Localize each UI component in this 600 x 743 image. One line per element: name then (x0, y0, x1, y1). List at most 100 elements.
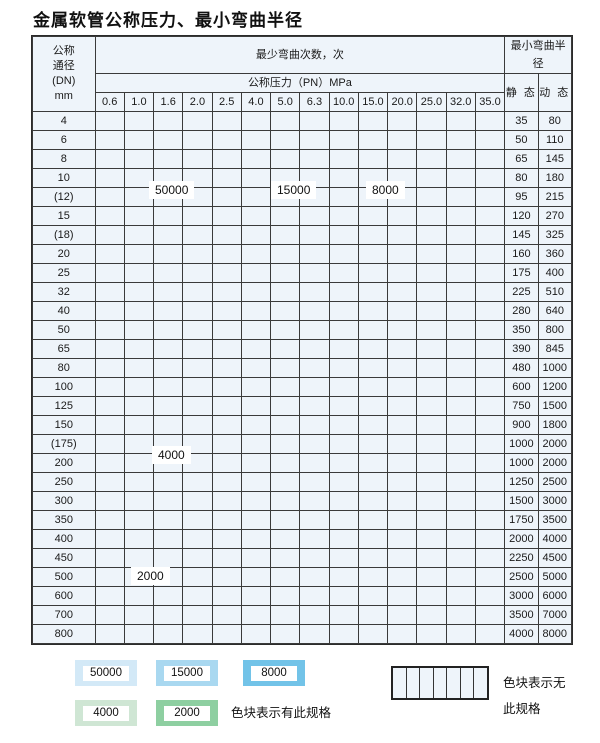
spec-cell-filled (182, 282, 213, 302)
spec-cell-filled (240, 377, 272, 397)
spec-cell-empty (240, 529, 272, 549)
spec-cell-filled (240, 130, 272, 150)
spec-cell-filled (211, 168, 242, 188)
spec-cell-filled (182, 377, 213, 397)
spec-cell-filled (328, 187, 359, 207)
static-radius-value: 280 (504, 301, 539, 321)
table-row: 4 35 80 (32, 111, 573, 131)
spec-cell-filled (299, 320, 330, 340)
spec-cell-filled (94, 301, 125, 321)
table-row: 700 3500 7000 (32, 605, 573, 625)
pressure-col-header: 10.0 (328, 92, 359, 112)
spec-cell-filled (387, 149, 418, 169)
spec-cell-empty (270, 434, 301, 454)
spec-cell-empty (299, 358, 330, 378)
spec-cell-empty (357, 624, 389, 644)
spec-cell-empty (416, 605, 447, 625)
dynamic-radius-value: 3000 (537, 491, 573, 511)
spec-cell-filled (211, 548, 242, 568)
spec-cell-empty (357, 396, 389, 416)
spec-cell-empty (328, 339, 359, 359)
spec-cell-empty (416, 415, 447, 435)
spec-cell-filled (299, 130, 330, 150)
legend-swatch-value: 50000 (83, 665, 129, 681)
spec-cell-filled (240, 453, 272, 473)
table-head: 公称 通径 (DN) mm 最少弯曲次数，次 最小弯曲半径 公称压力（PN）MP… (32, 36, 573, 112)
spec-cell-empty (474, 510, 506, 530)
spec-cell-empty (416, 567, 447, 587)
spec-cell-empty (387, 586, 418, 606)
static-radius-value: 350 (504, 320, 539, 340)
spec-cell-empty (357, 491, 389, 511)
pattern-stripe (407, 668, 421, 698)
spec-cell-filled (270, 244, 301, 264)
spec-cell-empty (474, 282, 506, 302)
spec-cell-empty (445, 377, 476, 397)
dn-value: 600 (32, 586, 96, 606)
spec-cell-empty (328, 434, 359, 454)
static-radius-value: 480 (504, 358, 539, 378)
spec-cell-filled (240, 263, 272, 283)
spec-cell-filled (328, 111, 359, 131)
spec-cell-empty (416, 377, 447, 397)
spec-cell-filled (270, 225, 301, 245)
pressure-col-header: 5.0 (270, 92, 301, 112)
spec-cell-empty (387, 453, 418, 473)
legend-swatch: 4000 (75, 700, 137, 726)
spec-cell-empty (474, 149, 506, 169)
spec-cell-filled (211, 358, 242, 378)
spec-cell-filled (270, 301, 301, 321)
pattern-stripe (461, 668, 475, 698)
spec-cell-empty (416, 225, 447, 245)
pressure-col-header: 2.0 (182, 92, 213, 112)
value-callout-tag: 8000 (366, 181, 405, 199)
pressure-col-header: 0.6 (94, 92, 125, 112)
spec-cell-empty (270, 453, 301, 473)
spec-cell-filled (94, 586, 125, 606)
spec-cell-empty (474, 548, 506, 568)
spec-cell-filled (153, 396, 184, 416)
spec-cell-filled (328, 282, 359, 302)
spec-cell-empty (416, 491, 447, 511)
spec-cell-filled (357, 206, 389, 226)
table-row: 200 1000 2000 (32, 453, 573, 473)
dynamic-radius-value: 1000 (537, 358, 573, 378)
spec-cell-filled (153, 320, 184, 340)
spec-cell-empty (240, 510, 272, 530)
spec-cell-filled (416, 187, 447, 207)
spec-cell-filled (416, 111, 447, 131)
pressure-col-header: 25.0 (416, 92, 447, 112)
dynamic-radius-value: 1200 (537, 377, 573, 397)
spec-cell-empty (416, 529, 447, 549)
dn-value: 250 (32, 472, 96, 492)
spec-cell-filled (240, 168, 272, 188)
spec-cell-filled (153, 111, 184, 131)
spec-cell-empty (357, 605, 389, 625)
static-radius-value: 2250 (504, 548, 539, 568)
spec-cell-filled (153, 301, 184, 321)
spec-cell-filled (123, 358, 155, 378)
spec-cell-filled (240, 206, 272, 226)
header-row-2: 公称压力（PN）MPa 静 态 动 态 (33, 73, 573, 112)
table-row: 6 50 110 (32, 130, 573, 150)
pressure-col-header: 1.6 (153, 92, 184, 112)
spec-cell-filled (211, 111, 242, 131)
spec-cell-empty (240, 586, 272, 606)
spec-cell-empty (474, 168, 506, 188)
static-radius-value: 2500 (504, 567, 539, 587)
spec-cell-empty (445, 605, 476, 625)
spec-cell-empty (357, 472, 389, 492)
static-radius-value: 35 (504, 111, 539, 131)
dynamic-radius-value: 800 (537, 320, 573, 340)
spec-cell-empty (387, 320, 418, 340)
pressure-col-header: 2.5 (211, 92, 242, 112)
spec-cell-filled (153, 244, 184, 264)
spec-cell-filled (123, 225, 155, 245)
spec-cell-filled (123, 301, 155, 321)
spec-cell-empty (357, 434, 389, 454)
spec-cell-empty (328, 605, 359, 625)
dynamic-radius-value: 2000 (537, 453, 573, 473)
spec-cell-filled (240, 225, 272, 245)
spec-cell-filled (211, 187, 242, 207)
